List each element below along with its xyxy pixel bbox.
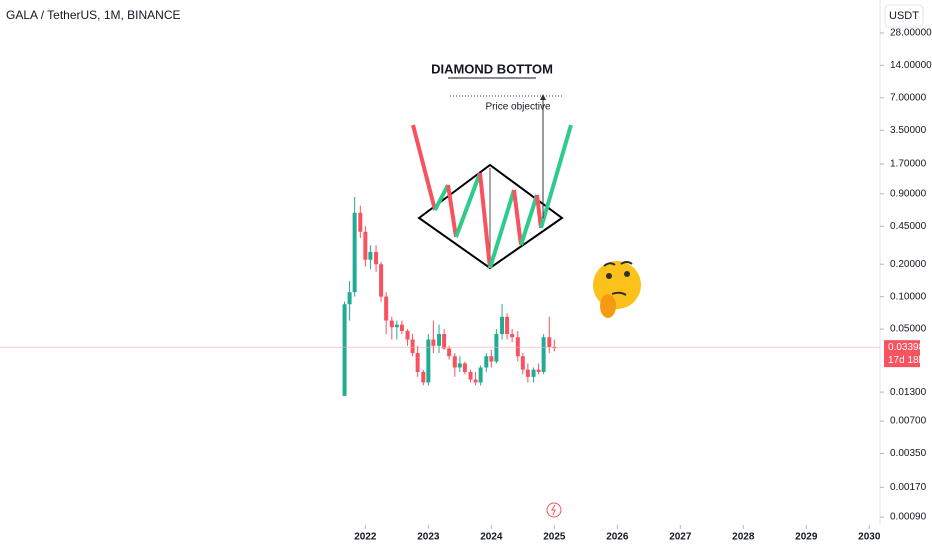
candle-body bbox=[536, 369, 541, 372]
annotation-title: DIAMOND BOTTOM bbox=[431, 61, 553, 76]
event-icon[interactable] bbox=[546, 502, 562, 518]
emoji-mouth bbox=[611, 291, 627, 296]
y-tick-label: 0.01300 bbox=[890, 387, 927, 398]
y-tick-label: 0.00700 bbox=[890, 416, 927, 427]
zig-up bbox=[488, 189, 516, 269]
candle-body bbox=[468, 371, 473, 380]
symbol-title: GALA / TetherUS, 1M, BINANCE bbox=[6, 8, 181, 22]
x-tick-label: 2026 bbox=[606, 532, 629, 543]
arrow-head bbox=[540, 94, 546, 100]
y-tick-label: 0.10000 bbox=[890, 291, 927, 302]
y-tick-label: 7.00000 bbox=[890, 92, 927, 103]
y-tick-label: 14.00000 bbox=[890, 60, 932, 71]
zig-down bbox=[535, 194, 543, 229]
zig-up bbox=[433, 184, 450, 211]
y-tick-label: 0.45000 bbox=[890, 221, 927, 232]
y-tick-label: 0.90000 bbox=[890, 188, 927, 199]
last-price-label: 0.03398 bbox=[888, 342, 925, 353]
y-tick-label: 28.00000 bbox=[890, 28, 932, 39]
candle-body bbox=[426, 339, 431, 383]
zig-up bbox=[519, 194, 539, 246]
zig-up bbox=[454, 172, 482, 238]
candle-body bbox=[489, 356, 494, 362]
candle-body bbox=[368, 251, 373, 260]
emoji-hand bbox=[600, 294, 616, 318]
candle-body bbox=[347, 292, 352, 305]
emoji-eye bbox=[606, 273, 612, 279]
diamond-illustration: Price objective DIAMOND BOTTOM bbox=[411, 61, 573, 270]
candle-body bbox=[547, 337, 552, 348]
x-tick-label: 2029 bbox=[795, 532, 818, 543]
candle-body bbox=[431, 339, 436, 346]
y-tick-label: 0.20000 bbox=[890, 259, 927, 270]
last-price-box bbox=[884, 340, 920, 368]
diamond bbox=[417, 163, 564, 270]
emoji-eye bbox=[624, 271, 630, 277]
event-bolt bbox=[551, 504, 556, 516]
candle-body bbox=[363, 231, 368, 260]
candle-body bbox=[410, 339, 415, 353]
zig-down bbox=[478, 172, 492, 269]
candle-body bbox=[462, 363, 467, 372]
emoji-face bbox=[593, 261, 641, 309]
candle-body bbox=[510, 334, 515, 338]
candle-body bbox=[484, 356, 489, 368]
candle-body bbox=[447, 348, 452, 357]
candle-body bbox=[421, 371, 426, 383]
candle-body bbox=[478, 367, 483, 383]
currency-button[interactable] bbox=[884, 4, 924, 28]
candle-body bbox=[394, 324, 399, 328]
candle-body bbox=[442, 334, 447, 349]
candle-body bbox=[437, 334, 442, 346]
x-tick-label: 2027 bbox=[669, 532, 692, 543]
x-tick-label: 2028 bbox=[732, 532, 755, 543]
candle-body bbox=[457, 363, 462, 368]
candle-body bbox=[389, 320, 394, 328]
candle-body bbox=[525, 369, 530, 377]
breakout bbox=[539, 124, 573, 229]
y-tick-label: 0.05000 bbox=[890, 324, 927, 335]
candle-body bbox=[505, 316, 510, 335]
y-tick-label: 0.00170 bbox=[890, 482, 927, 493]
x-tick-label: 2030 bbox=[858, 532, 881, 543]
candle-body bbox=[473, 379, 478, 383]
y-tick-label: 0.00350 bbox=[890, 448, 927, 459]
candle-body bbox=[541, 337, 546, 372]
candle-body bbox=[405, 330, 410, 340]
x-tick-label: 2025 bbox=[543, 532, 566, 543]
y-tick-label: 1.70000 bbox=[890, 159, 927, 170]
candle-body bbox=[452, 356, 457, 368]
emoji-brows bbox=[603, 261, 633, 267]
candle-body bbox=[415, 352, 420, 372]
candle-body bbox=[399, 324, 404, 331]
thinking-emoji bbox=[593, 261, 641, 318]
trend-down bbox=[411, 124, 437, 211]
candle-body bbox=[494, 334, 499, 362]
currency-label[interactable]: USDT bbox=[889, 10, 919, 22]
candle-body bbox=[342, 304, 347, 396]
countdown-label: 17d 18h bbox=[888, 355, 924, 366]
candle-body bbox=[500, 316, 505, 335]
candle-body bbox=[358, 212, 363, 232]
x-tick-label: 2023 bbox=[417, 532, 440, 543]
candle-body bbox=[384, 296, 389, 321]
y-tick-label: 3.50000 bbox=[890, 125, 927, 136]
candle-body bbox=[352, 212, 357, 293]
y-tick-label: 0.00090 bbox=[890, 512, 927, 523]
candle-body bbox=[379, 264, 384, 297]
annotation: Price objective bbox=[485, 102, 550, 113]
zig-down bbox=[512, 189, 523, 246]
candle-body bbox=[531, 369, 536, 377]
x-tick-label: 2022 bbox=[354, 532, 377, 543]
x-tick-label: 2024 bbox=[480, 532, 503, 543]
candle-body bbox=[374, 251, 379, 265]
candle-body bbox=[515, 337, 520, 357]
zig-down bbox=[446, 184, 458, 238]
candle-body bbox=[520, 356, 525, 370]
candle-body bbox=[552, 347, 557, 349]
